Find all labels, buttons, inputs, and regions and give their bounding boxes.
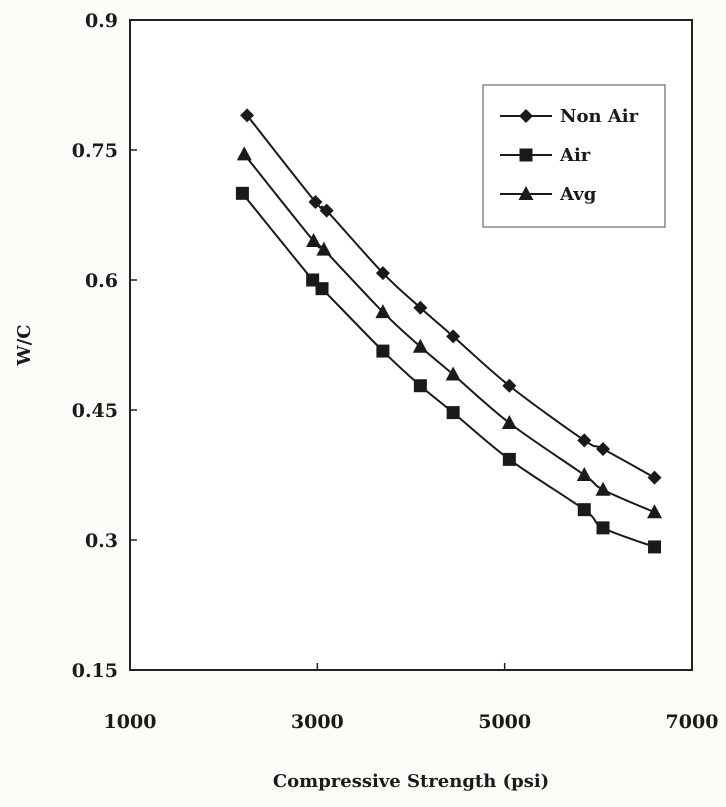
- y-tick-label: 0.3: [85, 530, 118, 552]
- data-point-avg: [316, 241, 332, 256]
- series-line-non-air: [246, 114, 656, 479]
- data-point-non-air: [319, 203, 334, 218]
- data-point-air: [577, 503, 591, 517]
- series-non-air: [240, 108, 662, 485]
- legend-marker-air: [519, 148, 533, 162]
- data-point-air: [315, 282, 329, 296]
- data-point-non-air: [647, 470, 662, 485]
- data-point-air: [648, 540, 662, 554]
- series-avg: [236, 146, 663, 519]
- data-point-avg: [595, 481, 611, 496]
- data-point-non-air: [375, 266, 390, 281]
- data-point-avg: [375, 304, 391, 319]
- data-point-avg: [445, 366, 461, 381]
- series-group: [235, 108, 663, 554]
- y-tick-label: 0.6: [85, 270, 118, 292]
- data-point-avg: [306, 233, 322, 247]
- data-point-non-air: [413, 300, 428, 315]
- data-point-avg: [501, 415, 517, 429]
- data-point-air: [376, 344, 390, 358]
- x-tick-label: 1000: [104, 711, 157, 733]
- data-point-air: [413, 379, 427, 393]
- y-tick-label: 0.75: [72, 140, 118, 162]
- legend-label-non-air: Non Air: [560, 106, 639, 127]
- data-point-non-air: [596, 442, 611, 456]
- data-point-non-air: [577, 433, 592, 448]
- data-point-non-air: [446, 329, 461, 344]
- y-tick-label: 0.45: [72, 400, 118, 422]
- y-tick-label: 0.15: [72, 660, 118, 682]
- series-air: [235, 186, 662, 554]
- data-point-air: [235, 186, 249, 200]
- axis-group: 0.15 0.3 0.45 0.6 0.75 0.9 1000 3000 5000 7000: [72, 10, 719, 733]
- legend-label-avg: Avg: [559, 184, 597, 205]
- data-point-avg: [576, 467, 592, 481]
- y-tick-label: 0.9: [85, 10, 118, 32]
- x-axis-title: Compressive Strength (psi): [273, 771, 549, 792]
- legend: Non Air Air Avg: [482, 84, 666, 228]
- data-point-avg: [412, 338, 428, 353]
- legend-marker-avg: [518, 186, 534, 200]
- x-tick-label: 3000: [291, 711, 344, 733]
- y-axis-title: W/C: [14, 324, 35, 366]
- data-point-avg: [647, 504, 663, 519]
- data-point-air: [502, 452, 516, 466]
- data-point-avg: [236, 146, 252, 161]
- series-line-avg: [243, 153, 655, 514]
- data-point-non-air: [240, 108, 255, 123]
- data-point-air: [446, 406, 460, 420]
- data-point-non-air: [502, 378, 517, 393]
- data-point-air: [596, 521, 610, 535]
- x-tick-label: 5000: [478, 711, 531, 733]
- legend-label-air: Air: [559, 145, 591, 166]
- data-point-non-air: [308, 195, 323, 209]
- x-tick-label: 7000: [666, 711, 719, 733]
- legend-marker-non-air: [519, 109, 533, 123]
